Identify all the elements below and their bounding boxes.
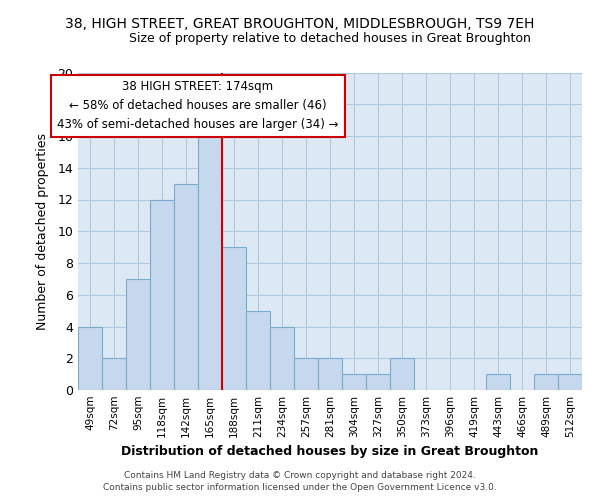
Bar — [270, 326, 294, 390]
Text: 38, HIGH STREET, GREAT BROUGHTON, MIDDLESBROUGH, TS9 7EH: 38, HIGH STREET, GREAT BROUGHTON, MIDDLE… — [65, 18, 535, 32]
Bar — [126, 279, 150, 390]
Bar — [390, 358, 414, 390]
Bar — [174, 184, 198, 390]
Bar — [222, 247, 246, 390]
Bar — [78, 326, 102, 390]
Bar — [318, 358, 342, 390]
Text: 38 HIGH STREET: 174sqm
← 58% of detached houses are smaller (46)
43% of semi-det: 38 HIGH STREET: 174sqm ← 58% of detached… — [57, 80, 339, 132]
Bar — [534, 374, 558, 390]
Bar — [102, 358, 126, 390]
X-axis label: Distribution of detached houses by size in Great Broughton: Distribution of detached houses by size … — [121, 446, 539, 458]
Bar — [342, 374, 366, 390]
Y-axis label: Number of detached properties: Number of detached properties — [36, 132, 49, 330]
Bar — [246, 310, 270, 390]
Bar — [198, 120, 222, 390]
Bar — [150, 200, 174, 390]
Bar — [558, 374, 582, 390]
Bar — [294, 358, 318, 390]
Bar — [486, 374, 510, 390]
Text: Contains HM Land Registry data © Crown copyright and database right 2024.
Contai: Contains HM Land Registry data © Crown c… — [103, 471, 497, 492]
Title: Size of property relative to detached houses in Great Broughton: Size of property relative to detached ho… — [129, 32, 531, 45]
Bar — [366, 374, 390, 390]
